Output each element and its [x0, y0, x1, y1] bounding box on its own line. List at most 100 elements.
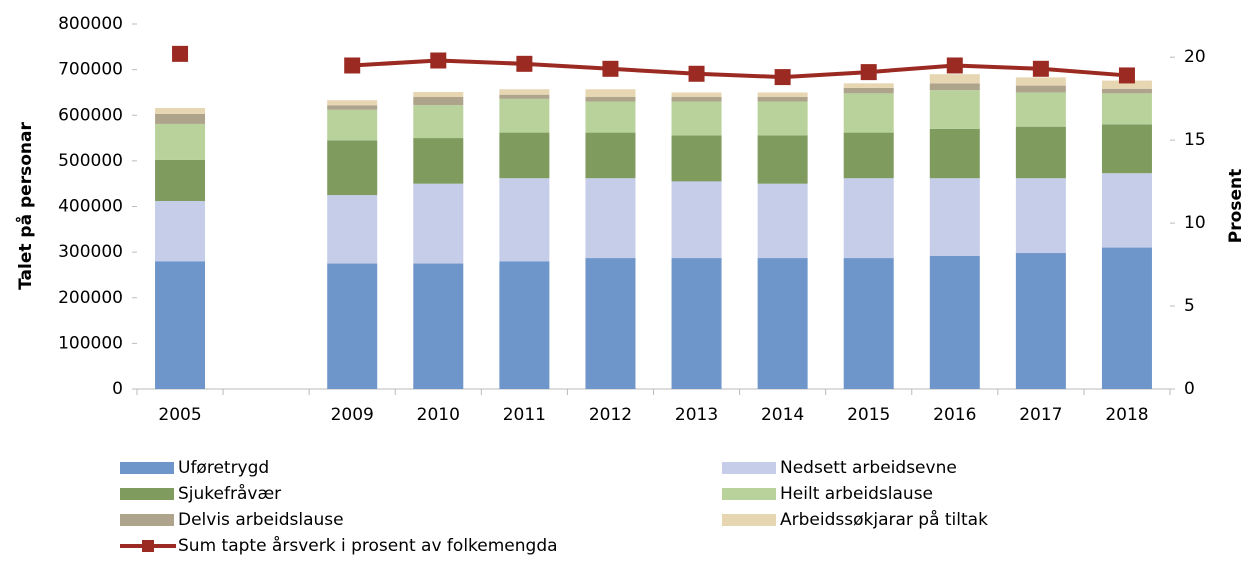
- y2-tick-label: 0: [1184, 379, 1195, 399]
- y2-tick-label: 5: [1184, 296, 1195, 316]
- x-tick-label: 2013: [675, 405, 718, 425]
- bar-segment: [413, 263, 464, 389]
- legend-label: Heilt arbeidslause: [780, 484, 933, 504]
- bar-segment: [929, 255, 980, 389]
- bar-segment: [499, 132, 550, 179]
- bar-segment: [155, 107, 206, 114]
- bar-segment: [413, 138, 464, 184]
- x-tick-label: 2012: [589, 405, 632, 425]
- bar-segment: [1015, 77, 1066, 86]
- y-tick-label: 0: [112, 379, 123, 399]
- bar-segment: [499, 261, 550, 389]
- bar-segment: [327, 263, 378, 389]
- bar-segment: [585, 97, 636, 102]
- bar-segment: [1015, 253, 1066, 389]
- bar-segment: [929, 128, 980, 179]
- bar-segment: [585, 132, 636, 179]
- bar-segment: [155, 261, 206, 389]
- bar-segment: [757, 183, 808, 259]
- bar-segment: [843, 87, 894, 94]
- y-tick-label: 200000: [58, 288, 123, 308]
- bar-segment: [757, 101, 808, 136]
- bar-segment: [929, 178, 980, 256]
- bar-segment: [585, 89, 636, 97]
- legend-swatch: [722, 514, 776, 526]
- x-tick-label: 2005: [158, 405, 201, 425]
- bar-segment: [155, 123, 206, 160]
- x-tick-label: 2017: [1019, 405, 1062, 425]
- line-marker: [516, 55, 533, 72]
- bar-segment: [155, 113, 206, 124]
- bar-segment: [671, 258, 722, 389]
- legend-swatch: [120, 462, 174, 474]
- y-tick-label: 700000: [58, 60, 123, 80]
- bar-segment: [757, 92, 808, 97]
- bar-segment: [671, 92, 722, 97]
- line-marker: [860, 64, 877, 81]
- x-tick-label: 2011: [503, 405, 546, 425]
- bar-segment: [671, 97, 722, 102]
- line-marker: [774, 69, 791, 86]
- bar-segment: [327, 140, 378, 196]
- bar-segment: [843, 178, 894, 259]
- bar-segment: [499, 89, 550, 95]
- x-tick-label: 2009: [331, 405, 374, 425]
- bar-segment: [327, 100, 378, 106]
- bar-segment: [1101, 80, 1152, 89]
- bar-segment: [1101, 88, 1152, 94]
- bar-segment: [327, 195, 378, 264]
- legend-marker: [142, 540, 154, 552]
- legend-label: Sum tapte årsverk i prosent av folkemeng…: [178, 535, 558, 556]
- bar-segment: [1101, 247, 1152, 389]
- y-tick-label: 300000: [58, 242, 123, 262]
- bar-segment: [671, 181, 722, 259]
- bar-segment: [155, 159, 206, 202]
- bar-segment: [843, 258, 894, 389]
- bar-segment: [585, 101, 636, 133]
- bar-segment: [585, 178, 636, 259]
- line-marker: [946, 57, 963, 74]
- bar-segment: [843, 132, 894, 179]
- line-marker: [688, 65, 705, 82]
- bar-segment: [1015, 178, 1066, 254]
- bar-segment: [1015, 92, 1066, 127]
- bar-segment: [757, 258, 808, 389]
- bar-segment: [757, 97, 808, 102]
- y2-tick-label: 20: [1184, 47, 1206, 67]
- bar-segment: [929, 74, 980, 84]
- x-tick-label: 2014: [761, 405, 804, 425]
- x-tick-label: 2016: [933, 405, 976, 425]
- bar-segment: [327, 105, 378, 110]
- bar-segment: [671, 135, 722, 182]
- bar-segment: [413, 105, 464, 139]
- bar-segment: [843, 83, 894, 88]
- legend-swatch: [120, 488, 174, 500]
- bar-segment: [929, 90, 980, 129]
- bar-segment: [413, 97, 464, 106]
- line-marker: [344, 57, 361, 74]
- bar-segment: [327, 109, 378, 141]
- legend-label: Nedsett arbeidsevne: [780, 458, 957, 478]
- bar-segment: [413, 91, 464, 97]
- bar-segment: [1015, 85, 1066, 93]
- y-tick-label: 500000: [58, 151, 123, 171]
- x-tick-label: 2010: [417, 405, 460, 425]
- bar-segment: [843, 93, 894, 133]
- legend-label: Uføretrygd: [178, 458, 269, 478]
- line-marker: [172, 45, 189, 62]
- line-marker: [602, 60, 619, 77]
- y-tick-label: 100000: [58, 333, 123, 353]
- bar-segment: [1015, 126, 1066, 179]
- legend-swatch: [120, 514, 174, 526]
- line-marker: [1032, 60, 1049, 77]
- bar-segment: [413, 183, 464, 264]
- y-tick-label: 800000: [58, 14, 123, 34]
- bar-segment: [1101, 93, 1152, 125]
- legend-label: Arbeidssøkjarar på tiltak: [780, 509, 988, 530]
- y2-axis-title: Prosent: [1226, 169, 1246, 243]
- bar-segment: [499, 98, 550, 133]
- bar-segment: [499, 94, 550, 99]
- bar-segment: [585, 258, 636, 389]
- line-marker: [430, 52, 447, 69]
